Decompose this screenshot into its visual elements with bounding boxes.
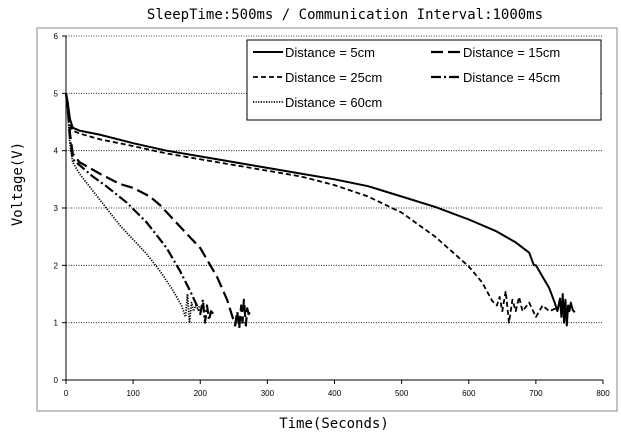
series-line-2 <box>64 93 252 330</box>
x-tick-label: 700 <box>529 389 543 398</box>
chart-title: SleepTime:500ms / Communication Interval… <box>147 7 543 23</box>
tick-labels: 0 1 2 3 4 5 6 0 100 200 300 400 500 600 700 800 <box>54 32 611 398</box>
series-line-5 <box>65 93 201 324</box>
y-tick-label: 2 <box>54 261 59 270</box>
x-axis-title: Time(Seconds) <box>279 416 389 432</box>
legend-label: Distance = 60cm <box>285 95 382 110</box>
y-tick-label: 1 <box>54 319 59 328</box>
series-line-4 <box>64 93 215 324</box>
legend: Distance = 5cm Distance = 15cm Distance = … <box>246 39 602 121</box>
legend-label: Distance = 45cm <box>463 70 560 85</box>
axes <box>62 35 604 384</box>
y-axis-title: Voltage(V) <box>10 142 26 226</box>
series-line-1 <box>65 93 576 327</box>
legend-label: Distance = 15cm <box>463 45 560 60</box>
y-tick-label: 4 <box>54 147 59 156</box>
x-tick-label: 400 <box>328 389 342 398</box>
legend-label: Distance = 5cm <box>285 45 375 60</box>
x-tick-label: 800 <box>596 389 610 398</box>
x-tick-label: 500 <box>395 389 409 398</box>
x-tick-label: 300 <box>261 389 275 398</box>
x-tick-label: 0 <box>64 389 69 398</box>
series-lines <box>64 93 576 330</box>
y-tick-label: 6 <box>54 32 59 41</box>
legend-label: Distance = 25cm <box>285 70 382 85</box>
y-tick-label: 0 <box>54 376 59 385</box>
legend-box <box>246 39 602 121</box>
x-tick-label: 100 <box>126 389 140 398</box>
series-line-3 <box>65 93 557 324</box>
x-tick-label: 200 <box>194 389 208 398</box>
y-tick-label: 3 <box>54 204 59 213</box>
y-tick-label: 5 <box>54 89 59 98</box>
x-tick-label: 600 <box>462 389 476 398</box>
